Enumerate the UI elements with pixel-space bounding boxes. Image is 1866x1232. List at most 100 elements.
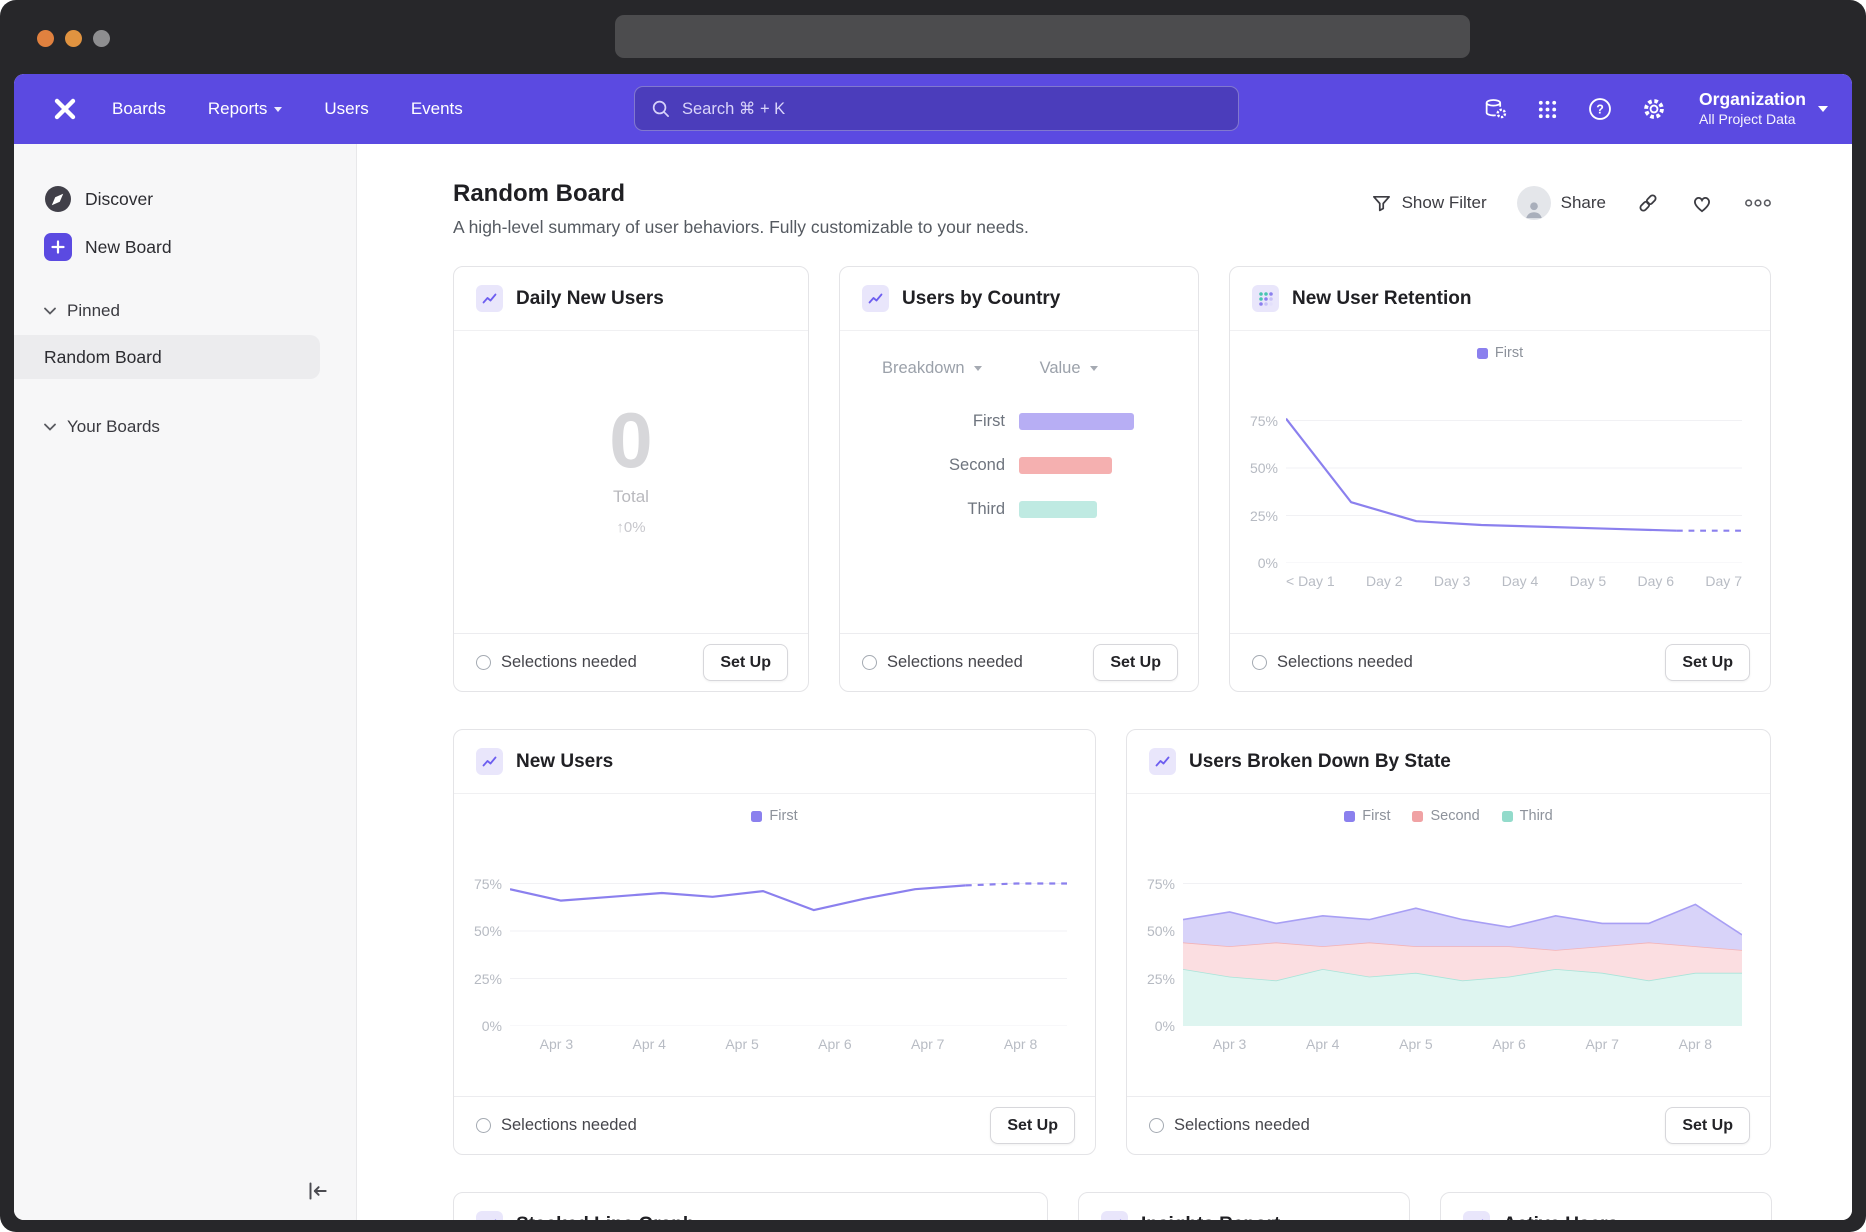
card-new-users: New Users First 75% 50% — [453, 729, 1096, 1155]
card-footer: Selections needed Set Up — [840, 633, 1198, 691]
favorite-button[interactable] — [1690, 191, 1714, 215]
sidebar-section-label: Pinned — [67, 301, 120, 321]
card-status: Selections needed — [862, 653, 1023, 672]
set-up-button[interactable]: Set Up — [703, 644, 788, 681]
bar-second — [1019, 457, 1112, 474]
board-controls: Show Filter Share — [1371, 186, 1772, 220]
status-circle-icon — [862, 655, 877, 670]
chart-plot — [1183, 836, 1742, 1026]
status-circle-icon — [476, 1118, 491, 1133]
bar-track — [1019, 457, 1134, 474]
app-body: Discover New Board Pinned Random Board — [14, 144, 1852, 1220]
card-footer: Selections needed Set Up — [1127, 1096, 1770, 1154]
x-tick: Apr 3 — [1213, 1036, 1246, 1052]
sidebar-item-new-board[interactable]: New Board — [14, 225, 356, 269]
sidebar-section-pinned[interactable]: Pinned — [14, 289, 356, 333]
org-switcher[interactable]: Organization All Project Data — [1699, 89, 1828, 128]
card-status: Selections needed — [1149, 1116, 1310, 1135]
nav-boards[interactable]: Boards — [112, 99, 166, 119]
set-up-button[interactable]: Set Up — [1093, 644, 1178, 681]
help-icon[interactable]: ? — [1587, 96, 1613, 122]
set-up-button[interactable]: Set Up — [990, 1107, 1075, 1144]
share-button[interactable]: Share — [1517, 186, 1606, 220]
window-control-3[interactable] — [93, 30, 110, 47]
chart-legend: First Second Third — [1127, 794, 1770, 830]
more-options-button[interactable] — [1744, 198, 1772, 208]
sidebar-collapse-button[interactable] — [304, 1178, 330, 1204]
legend-item: First — [751, 808, 797, 824]
bar-track — [1019, 413, 1134, 430]
address-bar[interactable] — [615, 15, 1470, 58]
chart-legend: First — [1230, 331, 1770, 367]
card-footer: Selections needed Set Up — [454, 633, 808, 691]
status-text: Selections needed — [1277, 653, 1413, 672]
navbar-right: ? Organization All Project Data — [1483, 89, 1828, 128]
bar-third — [1019, 501, 1097, 518]
sidebar-item-random-board[interactable]: Random Board — [14, 335, 320, 379]
card-title: Stacked Line Graph — [516, 1214, 694, 1221]
settings-gear-icon[interactable] — [1641, 96, 1667, 122]
sidebar-item-label: New Board — [85, 237, 172, 258]
card-header: Users Broken Down By State — [1127, 730, 1770, 794]
y-tick: 50% — [474, 923, 502, 939]
value-label: Value — [1040, 359, 1081, 378]
card-users-by-country: Users by Country Breakdown Value — [839, 266, 1199, 692]
line-chart-icon — [476, 748, 503, 775]
metric-caption: Total — [613, 487, 649, 507]
card-status: Selections needed — [1252, 653, 1413, 672]
legend-swatch — [751, 811, 762, 822]
legend-label: Second — [1430, 808, 1479, 824]
sidebar-section-label: Your Boards — [67, 417, 160, 437]
card-status: Selections needed — [476, 1116, 637, 1135]
mixpanel-logo-icon[interactable] — [52, 96, 78, 122]
chevron-down-icon — [974, 366, 982, 371]
copy-link-button[interactable] — [1636, 191, 1660, 215]
nav-users[interactable]: Users — [324, 99, 368, 119]
y-tick: 75% — [1250, 413, 1278, 429]
x-tick: Apr 6 — [1492, 1036, 1525, 1052]
browser-titlebar — [0, 0, 1866, 74]
card-stacked-line-graph: Stacked Line Graph — [453, 1192, 1048, 1220]
window-control-1[interactable] — [37, 30, 54, 47]
funnel-icon — [1371, 193, 1392, 214]
y-tick: 0% — [1155, 1018, 1175, 1034]
apps-grid-icon[interactable] — [1536, 98, 1559, 121]
x-tick: Apr 4 — [1306, 1036, 1339, 1052]
new-users-chart: 75% 50% 25% 0% — [454, 830, 1095, 1026]
data-management-icon[interactable] — [1483, 97, 1508, 122]
card-footer: Selections needed Set Up — [1230, 633, 1770, 691]
status-text: Selections needed — [1174, 1116, 1310, 1135]
y-tick: 25% — [1250, 508, 1278, 524]
cards-row-3: Stacked Line Graph Insights Report — [453, 1192, 1772, 1220]
y-axis: 75% 50% 25% 0% — [464, 836, 510, 1026]
legend-label: Third — [1520, 808, 1553, 824]
x-tick: Apr 4 — [633, 1036, 666, 1052]
nav-reports-label: Reports — [208, 99, 268, 119]
org-text: Organization All Project Data — [1699, 89, 1806, 128]
status-circle-icon — [1252, 655, 1267, 670]
y-tick: 25% — [1147, 971, 1175, 987]
set-up-button[interactable]: Set Up — [1665, 644, 1750, 681]
sidebar-item-discover[interactable]: Discover — [14, 177, 356, 221]
share-label: Share — [1561, 193, 1606, 213]
show-filter-button[interactable]: Show Filter — [1371, 193, 1487, 214]
metric-value: 0 — [609, 401, 652, 479]
breakdown-label: Breakdown — [882, 359, 965, 378]
line-chart-icon — [476, 285, 503, 312]
x-tick: Day 4 — [1502, 573, 1539, 589]
nav-reports[interactable]: Reports — [208, 99, 283, 119]
x-tick: Apr 8 — [1004, 1036, 1037, 1052]
value-dropdown[interactable]: Value — [1040, 359, 1098, 378]
nav-events[interactable]: Events — [411, 99, 463, 119]
card-new-user-retention: New User Retention First 75% 50% — [1229, 266, 1771, 692]
card-header: Insights Report — [1079, 1193, 1409, 1220]
sidebar-section-your-boards[interactable]: Your Boards — [14, 405, 356, 449]
search-input[interactable]: Search ⌘ + K — [634, 86, 1239, 131]
metric-delta: ↑0% — [616, 519, 645, 536]
breakdown-dropdown[interactable]: Breakdown — [882, 359, 982, 378]
set-up-button[interactable]: Set Up — [1665, 1107, 1750, 1144]
window-control-2[interactable] — [65, 30, 82, 47]
legend-label: First — [1362, 808, 1390, 824]
bar-label: Second — [840, 456, 1005, 475]
card-header: Daily New Users — [454, 267, 808, 331]
